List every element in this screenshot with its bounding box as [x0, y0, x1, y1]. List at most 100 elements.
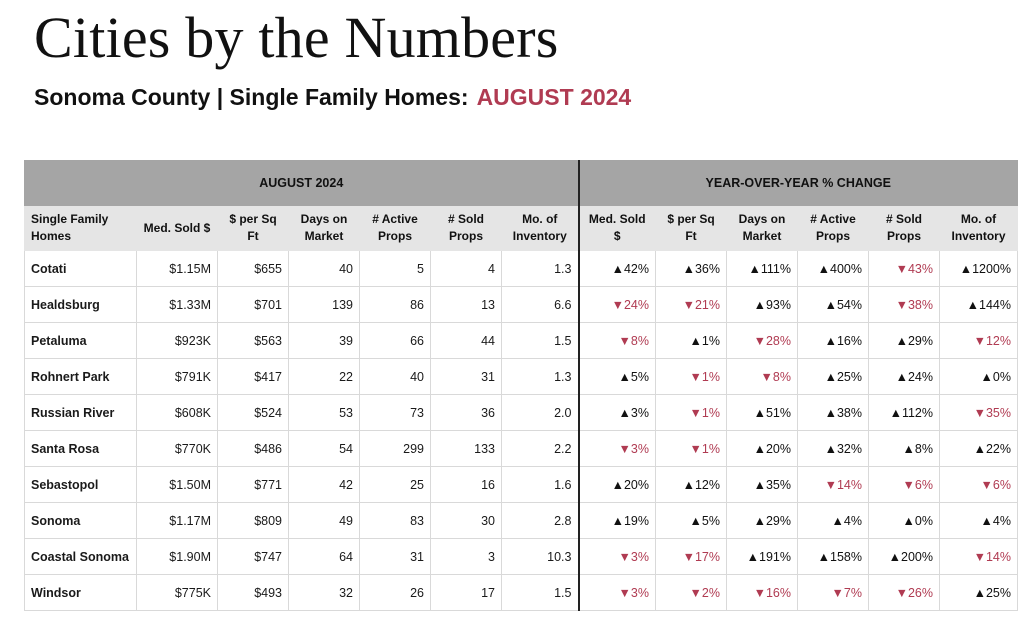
yoy-percent: 3% — [630, 441, 649, 456]
up-arrow-icon: ▲ — [753, 513, 766, 528]
down-arrow-icon: ▼ — [831, 585, 844, 600]
metric-cell: 44 — [430, 322, 502, 359]
column-header: Days on Market — [288, 205, 360, 251]
down-arrow-icon: ▼ — [682, 297, 695, 312]
column-header: $ per Sq Ft — [655, 205, 727, 251]
yoy-percent: 5% — [701, 513, 720, 528]
column-header: Med. Sold $ — [577, 205, 656, 251]
yoy-percent: 38% — [836, 405, 862, 420]
down-arrow-icon: ▼ — [902, 477, 915, 492]
yoy-percent: 14% — [836, 477, 862, 492]
yoy-change-cell: ▼38% — [868, 286, 940, 323]
yoy-percent: 191% — [759, 549, 791, 564]
metric-cell: 73 — [359, 394, 431, 431]
metric-cell: 2.8 — [501, 502, 579, 539]
yoy-percent: 25% — [836, 369, 862, 384]
column-header-row: Single Family Homes Med. Sold $ $ per Sq F… — [24, 205, 1018, 251]
column-header: # Active Props — [797, 205, 869, 251]
metric-cell: $1.90M — [136, 538, 218, 575]
metric-cell: 6.6 — [501, 286, 579, 323]
column-header: $ per Sq Ft — [217, 205, 289, 251]
yoy-change-cell: ▲19% — [577, 502, 656, 539]
column-header: # Sold Props — [868, 205, 940, 251]
yoy-percent: 2% — [701, 585, 720, 600]
yoy-change-cell: ▼28% — [726, 322, 798, 359]
yoy-change-cell: ▲22% — [939, 430, 1018, 467]
yoy-change-cell: ▲3% — [577, 394, 656, 431]
down-arrow-icon: ▼ — [611, 297, 624, 312]
yoy-change-cell: ▼24% — [577, 286, 656, 323]
yoy-percent: 3% — [630, 405, 649, 420]
table-row: Rohnert Park $791K $417 22 40 31 1.3 ▲5% ▼1% ▼8% ▲… — [24, 358, 1018, 395]
metric-cell: 3 — [430, 538, 502, 575]
up-arrow-icon: ▲ — [753, 441, 766, 456]
yoy-change-cell: ▲0% — [868, 502, 940, 539]
up-arrow-icon: ▲ — [817, 261, 831, 276]
yoy-change-cell: ▼6% — [939, 466, 1018, 503]
yoy-percent: 43% — [907, 261, 933, 276]
column-header: Days on Market — [726, 205, 798, 251]
yoy-change-cell: ▲16% — [797, 322, 869, 359]
yoy-change-cell: ▼17% — [655, 538, 727, 575]
yoy-change-cell: ▲400% — [797, 250, 869, 287]
down-arrow-icon: ▼ — [895, 585, 908, 600]
city-name: Petaluma — [24, 322, 137, 359]
yoy-change-cell: ▲5% — [577, 358, 656, 395]
yoy-change-cell: ▼21% — [655, 286, 727, 323]
city-name: Coastal Sonoma — [24, 538, 137, 575]
down-arrow-icon: ▼ — [973, 549, 986, 564]
yoy-percent: 400% — [830, 261, 862, 276]
yoy-percent: 38% — [907, 297, 933, 312]
yoy-percent: 36% — [694, 261, 720, 276]
down-arrow-icon: ▼ — [689, 441, 702, 456]
down-arrow-icon: ▼ — [618, 441, 631, 456]
page-subtitle: Sonoma County | Single Family Homes: AUGU… — [34, 80, 631, 114]
yoy-percent: 24% — [907, 369, 933, 384]
up-arrow-icon: ▲ — [618, 369, 631, 384]
metric-cell: 139 — [288, 286, 360, 323]
yoy-percent: 8% — [630, 333, 649, 348]
yoy-change-cell: ▼3% — [577, 538, 656, 575]
table-row: Russian River $608K $524 53 73 36 2.0 ▲3% ▼1% ▲51… — [24, 394, 1018, 431]
yoy-change-cell: ▼14% — [797, 466, 869, 503]
yoy-change-cell: ▲25% — [939, 574, 1018, 611]
yoy-change-cell: ▼3% — [577, 430, 656, 467]
yoy-change-cell: ▲112% — [868, 394, 940, 431]
yoy-percent: 0% — [914, 513, 933, 528]
yoy-percent: 4% — [843, 513, 862, 528]
column-header: # Sold Props — [430, 205, 502, 251]
yoy-change-cell: ▲51% — [726, 394, 798, 431]
metric-cell: 30 — [430, 502, 502, 539]
down-arrow-icon: ▼ — [895, 261, 908, 276]
city-name: Healdsburg — [24, 286, 137, 323]
up-arrow-icon: ▲ — [753, 477, 766, 492]
metric-cell: 86 — [359, 286, 431, 323]
up-arrow-icon: ▲ — [824, 297, 837, 312]
table-row: Coastal Sonoma $1.90M $747 64 31 3 10.3 ▼3% ▼17%… — [24, 538, 1018, 575]
yoy-percent: 19% — [623, 513, 649, 528]
metric-cell: 16 — [430, 466, 502, 503]
yoy-change-cell: ▲4% — [939, 502, 1018, 539]
up-arrow-icon: ▲ — [611, 477, 624, 492]
yoy-percent: 17% — [694, 549, 720, 564]
yoy-percent: 25% — [985, 585, 1011, 600]
yoy-change-cell: ▲36% — [655, 250, 727, 287]
page-title: Cities by the Numbers — [34, 5, 559, 70]
yoy-change-cell: ▲5% — [655, 502, 727, 539]
metric-cell: $655 — [217, 250, 289, 287]
metric-cell: 4 — [430, 250, 502, 287]
yoy-percent: 111% — [760, 261, 791, 276]
metric-cell: 1.3 — [501, 358, 579, 395]
up-arrow-icon: ▲ — [831, 513, 844, 528]
yoy-change-cell: ▲111% — [726, 250, 798, 287]
yoy-percent: 21% — [694, 297, 720, 312]
yoy-percent: 35% — [765, 477, 791, 492]
down-arrow-icon: ▼ — [618, 333, 631, 348]
metric-cell: 36 — [430, 394, 502, 431]
yoy-percent: 16% — [765, 585, 791, 600]
up-arrow-icon: ▲ — [888, 549, 902, 564]
up-arrow-icon: ▲ — [824, 441, 837, 456]
down-arrow-icon: ▼ — [689, 585, 702, 600]
yoy-percent: 200% — [901, 549, 933, 564]
up-arrow-icon: ▲ — [618, 405, 631, 420]
